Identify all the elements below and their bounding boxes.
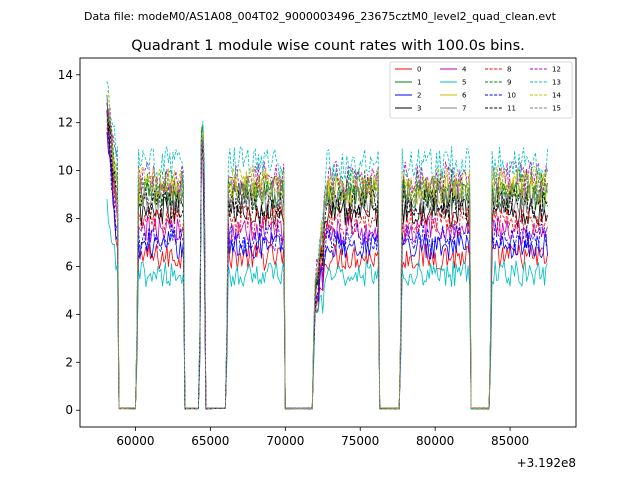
series-line-5 [106, 138, 548, 410]
legend-label: 7 [462, 105, 466, 113]
legend-label: 11 [507, 105, 516, 113]
series-line-11 [106, 109, 548, 410]
legend-label: 9 [507, 79, 511, 87]
legend-label: 12 [552, 66, 561, 74]
series-line-6 [106, 113, 548, 410]
legend-label: 8 [507, 66, 511, 74]
x-tick-label: 75000 [341, 434, 379, 448]
legend-label: 10 [507, 92, 516, 100]
x-tick-label: 65000 [191, 434, 229, 448]
y-tick-label: 0 [65, 403, 73, 417]
y-tick-label: 10 [58, 164, 73, 178]
x-offset-label: +3.192e8 [517, 456, 576, 470]
legend-label: 6 [462, 92, 467, 100]
x-tick-label: 85000 [491, 434, 529, 448]
y-tick-label: 14 [58, 68, 73, 82]
x-tick-label: 60000 [116, 434, 154, 448]
series-line-2 [106, 132, 548, 410]
legend-label: 14 [552, 92, 561, 100]
legend-label: 1 [417, 79, 421, 87]
series-line-12 [106, 102, 548, 410]
x-tick-label: 70000 [266, 434, 304, 448]
legend-frame [389, 61, 573, 119]
legend-label: 13 [552, 79, 561, 87]
legend-label: 4 [462, 66, 467, 74]
series-line-14 [106, 90, 548, 410]
y-tick-label: 12 [58, 116, 73, 130]
y-tick-label: 6 [65, 259, 73, 273]
series-line-3 [106, 102, 548, 410]
series-line-10 [106, 132, 548, 410]
legend-label: 5 [462, 79, 466, 87]
series-line-15 [106, 96, 548, 410]
y-tick-label: 4 [65, 307, 73, 321]
y-tick-label: 2 [65, 355, 73, 369]
suptitle: Data file: modeM0/AS1A08_004T02_90000034… [84, 10, 557, 23]
legend-label: 3 [417, 105, 421, 113]
plot-frame [79, 57, 577, 428]
series-line-1 [106, 94, 548, 410]
y-axis: 0 2 4 6 8 10 12 14 [58, 68, 80, 417]
legend-label: 2 [417, 92, 421, 100]
x-tick-label: 80000 [416, 434, 454, 448]
y-tick-label: 8 [65, 212, 73, 226]
legend-label: 15 [552, 105, 561, 113]
series-layer [106, 81, 548, 410]
chart-title: Quadrant 1 module wise count rates with … [131, 38, 525, 54]
x-axis: 60000 65000 70000 75000 80000 85000 [116, 427, 529, 448]
legend-label: 0 [417, 66, 421, 74]
series-line-13 [106, 81, 548, 410]
